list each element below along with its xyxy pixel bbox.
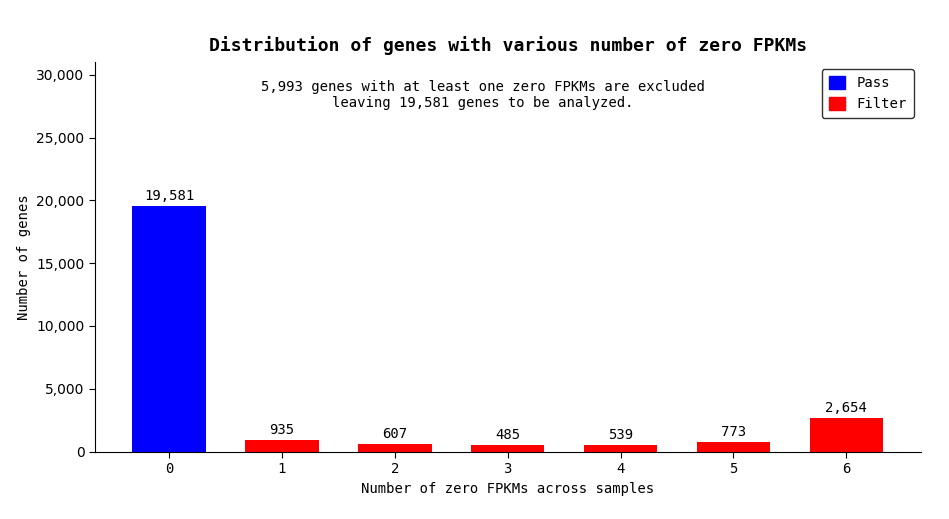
- Bar: [133, 206, 206, 452]
- X-axis label: Number of zero FPKMs across samples: Number of zero FPKMs across samples: [362, 482, 654, 496]
- Bar: [584, 445, 658, 452]
- Title: Distribution of genes with various number of zero FPKMs: Distribution of genes with various numbe…: [209, 36, 807, 55]
- Text: 539: 539: [608, 428, 633, 442]
- Text: 485: 485: [495, 428, 520, 442]
- Text: 607: 607: [382, 427, 407, 441]
- Legend: Pass, Filter: Pass, Filter: [822, 69, 914, 118]
- Text: 773: 773: [721, 425, 746, 439]
- Y-axis label: Number of genes: Number of genes: [17, 194, 30, 320]
- Bar: [809, 418, 883, 452]
- Bar: [358, 444, 432, 452]
- Bar: [471, 445, 545, 452]
- Text: 19,581: 19,581: [144, 188, 195, 202]
- Bar: [697, 442, 771, 452]
- Bar: [245, 440, 319, 452]
- Text: 2,654: 2,654: [826, 401, 867, 415]
- Text: 935: 935: [270, 422, 294, 436]
- Text: 5,993 genes with at least one zero FPKMs are excluded
leaving 19,581 genes to be: 5,993 genes with at least one zero FPKMs…: [261, 80, 705, 110]
